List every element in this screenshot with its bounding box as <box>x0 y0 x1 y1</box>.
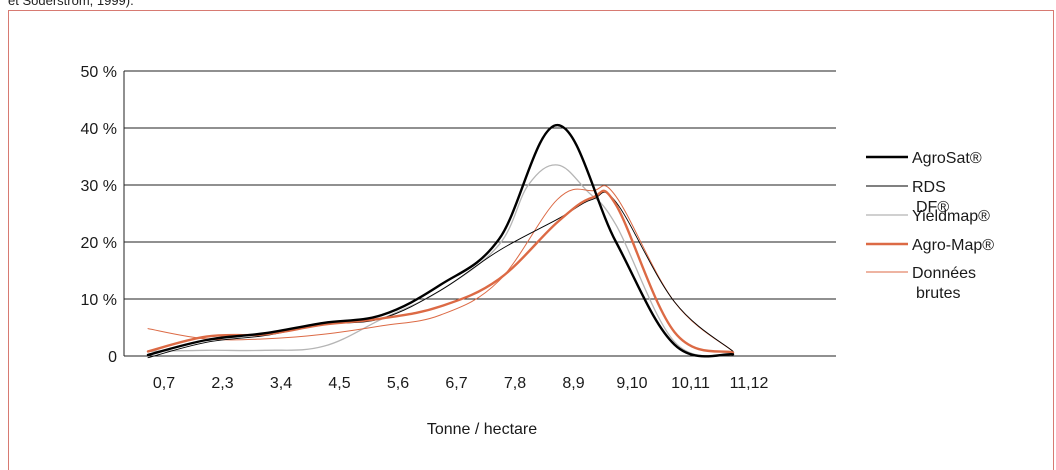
legend-label: Données brutes <box>912 265 976 302</box>
legend-label: Agro-Map® <box>912 237 994 254</box>
legend: AgroSat® RDS DF®Yieldmap® Agro-Map® Données b… <box>866 150 994 302</box>
x-axis-label: Tonne / hectare <box>427 421 537 438</box>
legend-label: Yieldmap® <box>912 208 990 225</box>
y-tick-label: 40 % <box>81 121 117 138</box>
y-tick-labels: 0 10 % 20 % 30 % 40 % 50 % <box>81 64 118 366</box>
x-tick-label: 8,9 <box>562 375 584 392</box>
x-tick-label: 5,6 <box>387 375 409 392</box>
series-line <box>146 189 735 354</box>
y-tick-label: 0 <box>108 349 117 366</box>
x-tick-label: 2,3 <box>211 375 233 392</box>
series-lines <box>146 123 735 359</box>
x-tick-labels: 0,7 2,3 3,4 4,5 5,6 6,7 7,8 8,9 9,10 10,11 11,12 <box>153 375 769 392</box>
grid-lines <box>124 70 836 300</box>
figure-caption: et Söderström, 1999). <box>8 0 134 8</box>
x-tick-label: 7,8 <box>504 375 526 392</box>
series-line <box>146 123 735 358</box>
x-tick-label: 3,4 <box>270 375 292 392</box>
x-tick-label: 10,11 <box>671 375 710 392</box>
x-tick-label: 4,5 <box>328 375 350 392</box>
figure-frame <box>8 10 1054 470</box>
y-tick-label: 50 % <box>81 64 117 81</box>
legend-label: RDS DF® <box>912 179 949 216</box>
x-tick-label: 6,7 <box>445 375 467 392</box>
series-line <box>147 164 734 357</box>
axes <box>123 71 836 357</box>
series-line <box>147 185 734 352</box>
y-tick-label: 10 % <box>81 292 117 309</box>
x-tick-label: 0,7 <box>153 375 175 392</box>
legend-label: AgroSat® <box>912 150 982 167</box>
y-tick-label: 20 % <box>81 235 117 252</box>
y-tick-label: 30 % <box>81 178 117 195</box>
x-tick-label: 9,10 <box>616 375 647 392</box>
x-tick-label: 11,12 <box>730 375 769 392</box>
